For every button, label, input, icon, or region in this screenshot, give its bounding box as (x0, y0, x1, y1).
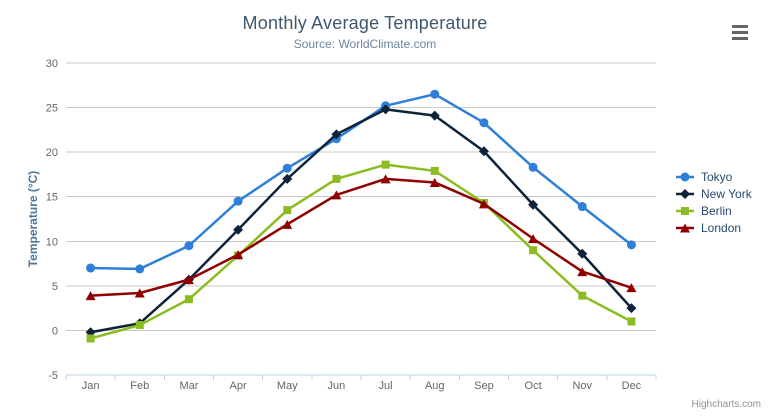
x-axis-tick-label: Mar (179, 380, 198, 392)
data-point-berlin (332, 174, 341, 183)
legend-marker-diamond-icon (676, 188, 694, 199)
legend: Tokyo New York Berlin London (676, 168, 752, 236)
data-point-london (85, 291, 96, 301)
data-point-berlin (86, 334, 95, 343)
x-axis-tick-label: Sep (474, 380, 494, 392)
data-point-tokyo (86, 263, 96, 273)
legend-label-london: London (701, 220, 742, 235)
data-point-tokyo (528, 162, 538, 172)
legend-symbol-berlin (681, 206, 689, 215)
x-axis-tick-label: Apr (230, 380, 247, 392)
series-line-new-york (89, 108, 633, 334)
x-axis-tick-label: Jan (82, 380, 100, 392)
data-point-new-york (233, 224, 244, 235)
data-point-tokyo (577, 202, 587, 212)
chart-title: Monthly Average Temperature (242, 13, 488, 33)
data-point-new-york (528, 199, 539, 210)
export-menu-button[interactable] (731, 22, 753, 42)
legend-marker-circle-icon (676, 172, 694, 181)
series-new-york[interactable] (85, 104, 637, 338)
legend-marker-square-icon (676, 206, 694, 215)
y-axis-tick-label: 10 (46, 236, 58, 248)
x-axis-tick-label: Dec (622, 380, 642, 392)
y-axis-tick-label: 5 (52, 281, 58, 293)
legend-symbol-new-york (680, 188, 690, 199)
data-point-london (577, 267, 588, 277)
data-point-tokyo (233, 196, 243, 206)
data-point-tokyo (430, 89, 440, 99)
legend-label-berlin: Berlin (701, 203, 732, 218)
data-point-london (478, 199, 489, 209)
data-point-berlin (578, 291, 587, 300)
legend-item-berlin[interactable]: Berlin (676, 202, 752, 219)
hamburger-menu-icon (732, 36, 748, 40)
series-line-london (89, 177, 633, 297)
data-point-tokyo (282, 163, 292, 173)
data-point-berlin (283, 206, 292, 215)
data-point-london (331, 190, 342, 200)
y-axis-tick-label: 15 (46, 192, 58, 204)
data-point-berlin (430, 166, 439, 175)
data-point-berlin (135, 321, 144, 330)
series-tokyo[interactable] (86, 89, 636, 274)
legend-item-tokyo[interactable]: Tokyo (676, 168, 752, 185)
series-line-tokyo (89, 92, 633, 271)
data-point-tokyo (479, 118, 489, 128)
x-axis-tick-label: Nov (572, 380, 592, 392)
data-point-new-york (282, 173, 293, 184)
y-axis-tick-label: -5 (48, 370, 58, 382)
chart-subtitle: Source: WorldClimate.com (293, 37, 437, 51)
data-point-london (134, 288, 145, 298)
legend-symbol-london (680, 223, 690, 232)
data-point-new-york (626, 303, 637, 314)
legend-symbol-tokyo (680, 172, 690, 181)
data-point-london (233, 250, 244, 260)
data-point-london (183, 275, 194, 285)
hamburger-menu-icon (732, 30, 748, 34)
data-point-tokyo (626, 240, 636, 250)
data-point-new-york (478, 146, 489, 157)
y-axis-tick-label: 0 (52, 325, 58, 337)
data-point-new-york (577, 248, 588, 259)
series-line-berlin (89, 163, 633, 340)
data-point-tokyo (135, 264, 145, 274)
data-point-berlin (381, 160, 390, 169)
x-axis-tick-label: Oct (525, 380, 542, 392)
data-point-berlin (627, 317, 636, 326)
credits-link[interactable]: Highcharts.com (691, 399, 761, 410)
y-axis-tick-label: 20 (46, 147, 58, 159)
data-point-london (429, 177, 440, 187)
data-point-berlin (184, 295, 193, 304)
data-point-berlin (529, 246, 538, 255)
legend-label-new-york: New York (701, 186, 752, 201)
data-point-new-york (380, 104, 391, 115)
y-axis-tick-label: 30 (46, 58, 58, 70)
x-axis-tick-label: May (277, 380, 298, 392)
x-axis-tick-label: Jul (379, 380, 393, 392)
legend-item-london[interactable]: London (676, 219, 752, 236)
legend-label-tokyo: Tokyo (701, 169, 733, 184)
data-point-new-york (331, 129, 342, 140)
y-axis-title: Temperature (°C) (26, 170, 40, 268)
data-point-london (282, 219, 293, 229)
hamburger-menu-icon (732, 24, 748, 28)
data-point-london (626, 283, 637, 293)
x-axis-tick-label: Jun (328, 380, 346, 392)
legend-marker-triangle-icon (676, 223, 694, 232)
data-point-new-york (429, 110, 440, 121)
series-london[interactable] (85, 174, 637, 301)
data-point-london (528, 234, 539, 244)
x-axis-tick-label: Aug (425, 380, 445, 392)
legend-item-new-york[interactable]: New York (676, 185, 752, 202)
x-axis-tick-label: Feb (130, 380, 149, 392)
y-axis-tick-label: 25 (46, 103, 58, 115)
data-point-london (380, 174, 391, 184)
data-point-tokyo (184, 241, 194, 251)
